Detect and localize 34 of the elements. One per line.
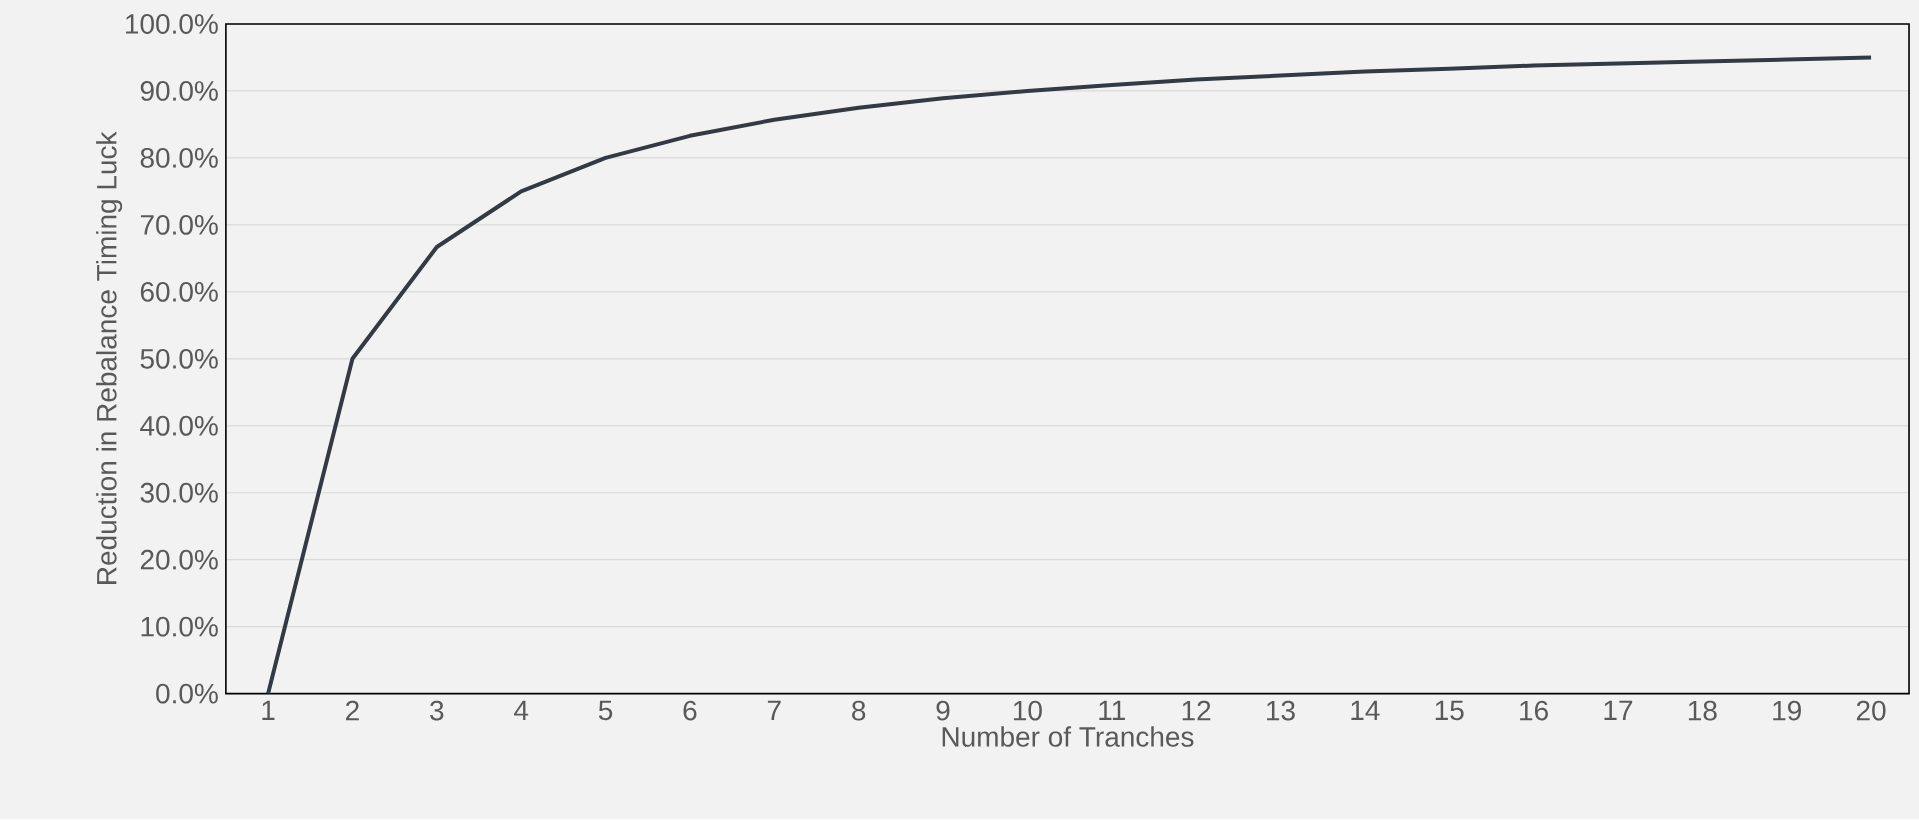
- x-tick-label: 15: [1435, 700, 1464, 721]
- y-tick-label: 40.0%: [140, 416, 218, 436]
- x-tick-label: 10: [1013, 700, 1042, 721]
- x-tick-label: 1: [262, 700, 275, 721]
- x-tick-label: 18: [1688, 700, 1717, 721]
- y-tick-label: 90.0%: [140, 81, 218, 102]
- line-series: [266, 55, 1874, 694]
- y-tick-label: 60.0%: [140, 282, 218, 302]
- y-tick-label: 80.0%: [140, 148, 218, 169]
- x-tick-label: 13: [1267, 700, 1295, 721]
- y-tick-label: 10.0%: [141, 616, 218, 637]
- y-axis-title: Reduction in Rebalance Timing Luck: [96, 131, 123, 585]
- x-tick-label: 12: [1182, 700, 1211, 721]
- x-axis-title: Number of Tranches: [942, 726, 1194, 748]
- y-tick-label: 100.0%: [126, 14, 218, 35]
- x-tick-label: 8: [852, 700, 866, 721]
- x-tick-label: 20: [1856, 700, 1886, 721]
- y-tick-label: 0.0%: [156, 683, 218, 704]
- x-tick-label: 11: [1099, 700, 1125, 721]
- x-tick-label: 14: [1351, 700, 1380, 721]
- x-tick-label: 16: [1520, 700, 1548, 721]
- x-tick-label: 7: [767, 700, 781, 721]
- x-tick-label: 19: [1773, 700, 1801, 721]
- x-tick-label: 4: [514, 700, 529, 721]
- y-tick-label: 30.0%: [140, 483, 218, 503]
- x-tick-label: 3: [430, 700, 444, 721]
- x-tick-label: 17: [1604, 700, 1633, 721]
- y-tick-label: 70.0%: [140, 215, 218, 235]
- y-tick-label: 20.0%: [140, 549, 218, 570]
- x-tick-label: 9: [936, 700, 950, 721]
- y-tick-label: 50.0%: [140, 349, 218, 369]
- x-tick-label: 5: [598, 700, 613, 721]
- x-tick-label: 6: [683, 700, 697, 721]
- x-tick-label: 2: [346, 700, 359, 721]
